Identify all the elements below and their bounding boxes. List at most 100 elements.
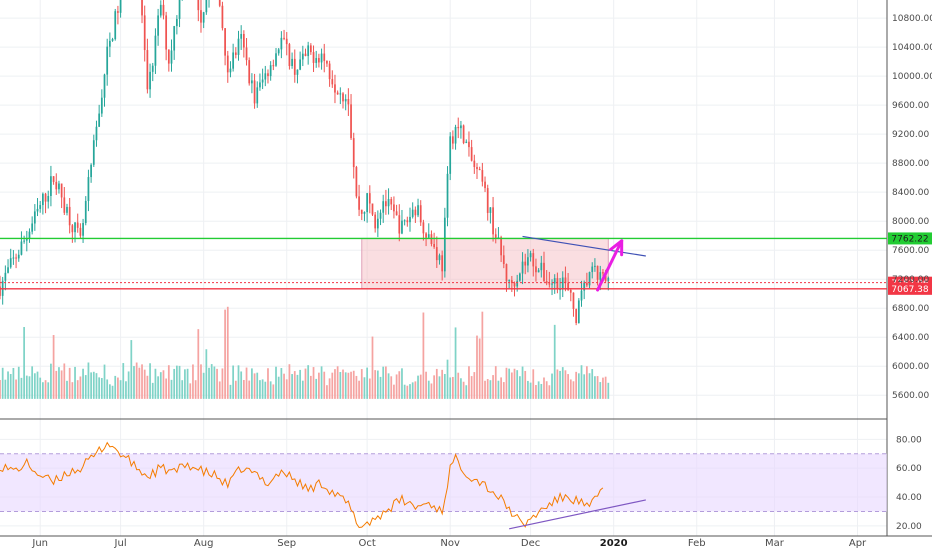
level-tag-label: 7762.22 bbox=[891, 235, 928, 245]
volume-bar bbox=[596, 376, 599, 399]
volume-bar bbox=[580, 365, 583, 399]
volume-bar bbox=[269, 381, 272, 399]
volume-bar bbox=[82, 368, 84, 399]
volume-bar bbox=[127, 371, 130, 399]
volume-bar bbox=[60, 370, 63, 399]
candle-body bbox=[425, 233, 427, 238]
volume-bar bbox=[543, 377, 545, 399]
volume-bar bbox=[130, 340, 133, 399]
volume-bar bbox=[508, 368, 511, 399]
projection-arrow-head[interactable] bbox=[609, 239, 624, 257]
candle-body bbox=[15, 257, 17, 259]
volume-bar bbox=[368, 378, 371, 399]
time-tick-label: Jul bbox=[114, 538, 127, 549]
volume-bar bbox=[205, 349, 208, 399]
price-tick-label: 9600.00 bbox=[892, 101, 929, 111]
volume-bar bbox=[106, 379, 109, 399]
candle-body bbox=[419, 205, 422, 223]
candle-body bbox=[470, 147, 473, 161]
volume-bar bbox=[92, 371, 95, 399]
candle-body bbox=[580, 290, 583, 301]
volume-bar bbox=[379, 376, 382, 399]
volume-bar bbox=[374, 370, 377, 399]
candle-body bbox=[117, 11, 119, 13]
candle-body bbox=[596, 265, 599, 280]
candle-body bbox=[452, 136, 454, 144]
volume-bar bbox=[84, 375, 87, 399]
candle-body bbox=[505, 264, 508, 282]
candle-body bbox=[87, 177, 90, 201]
volume-bar bbox=[497, 380, 500, 399]
candle-body bbox=[304, 53, 307, 57]
volume-bar bbox=[9, 374, 12, 399]
candle-body bbox=[234, 52, 237, 55]
candle-body bbox=[371, 203, 374, 215]
support-zone-rect bbox=[361, 237, 609, 290]
candle-body bbox=[242, 33, 245, 48]
volume-bar bbox=[318, 372, 320, 399]
volume-bar bbox=[108, 384, 111, 399]
candle-body bbox=[527, 257, 529, 266]
candle-body bbox=[500, 237, 502, 256]
candle-body bbox=[280, 37, 283, 50]
candle-body bbox=[76, 222, 79, 228]
volume-bar bbox=[87, 362, 90, 399]
candle-body bbox=[457, 126, 460, 129]
volume-bar bbox=[192, 364, 194, 399]
candle-body bbox=[403, 220, 406, 222]
drawing-tools[interactable] bbox=[522, 235, 646, 292]
descending-trendline[interactable] bbox=[522, 235, 646, 257]
volume-bar bbox=[382, 366, 385, 399]
candle-body bbox=[157, 15, 159, 36]
candle-body bbox=[68, 206, 71, 226]
candle-body bbox=[473, 160, 476, 168]
candle-body bbox=[20, 241, 23, 255]
candle-body bbox=[299, 59, 302, 70]
volume-bar bbox=[516, 370, 519, 399]
volume-bar bbox=[564, 370, 567, 399]
candle-body bbox=[221, 5, 224, 29]
volume-bar bbox=[234, 380, 237, 399]
volume-bar bbox=[175, 365, 178, 399]
candle-body bbox=[237, 38, 240, 55]
volume-bar bbox=[537, 381, 540, 399]
volume-bar bbox=[285, 379, 288, 399]
volume-bar bbox=[553, 324, 556, 399]
projection-arrow[interactable] bbox=[596, 239, 624, 292]
candle-body bbox=[395, 211, 398, 216]
volume-bars bbox=[0, 306, 610, 399]
volume-bar bbox=[4, 379, 7, 399]
volume-bar bbox=[36, 371, 39, 399]
horizontal-levels[interactable]: 7762.227152.067067.38 bbox=[0, 232, 932, 295]
volume-bar bbox=[441, 369, 444, 399]
candle-body bbox=[478, 169, 481, 171]
volume-bar bbox=[149, 363, 151, 399]
candle-body bbox=[537, 270, 540, 273]
volume-bar bbox=[39, 377, 42, 399]
candle-body bbox=[309, 45, 312, 53]
rsi-tick-label: 20.00 bbox=[896, 522, 922, 532]
volume-bar bbox=[427, 380, 430, 399]
candle-body bbox=[510, 280, 513, 284]
volume-bar bbox=[577, 373, 580, 399]
rsi-trendline[interactable] bbox=[509, 499, 646, 530]
volume-bar bbox=[519, 376, 521, 399]
volume-bar bbox=[355, 375, 358, 399]
candle-body bbox=[575, 309, 578, 324]
candle-body bbox=[401, 220, 403, 234]
volume-bar bbox=[229, 384, 232, 399]
volume-bar bbox=[540, 383, 543, 399]
support-zone bbox=[361, 237, 609, 290]
volume-bar bbox=[406, 385, 409, 399]
candle-body bbox=[481, 170, 484, 182]
volume-bar bbox=[460, 378, 462, 399]
volume-bar bbox=[470, 376, 473, 399]
candle-body bbox=[406, 220, 409, 223]
candle-body bbox=[320, 53, 323, 63]
volume-bar bbox=[569, 379, 572, 399]
volume-bar bbox=[202, 372, 205, 399]
candle-body bbox=[253, 80, 256, 104]
candle-body bbox=[607, 277, 610, 281]
volume-bar bbox=[12, 367, 15, 399]
